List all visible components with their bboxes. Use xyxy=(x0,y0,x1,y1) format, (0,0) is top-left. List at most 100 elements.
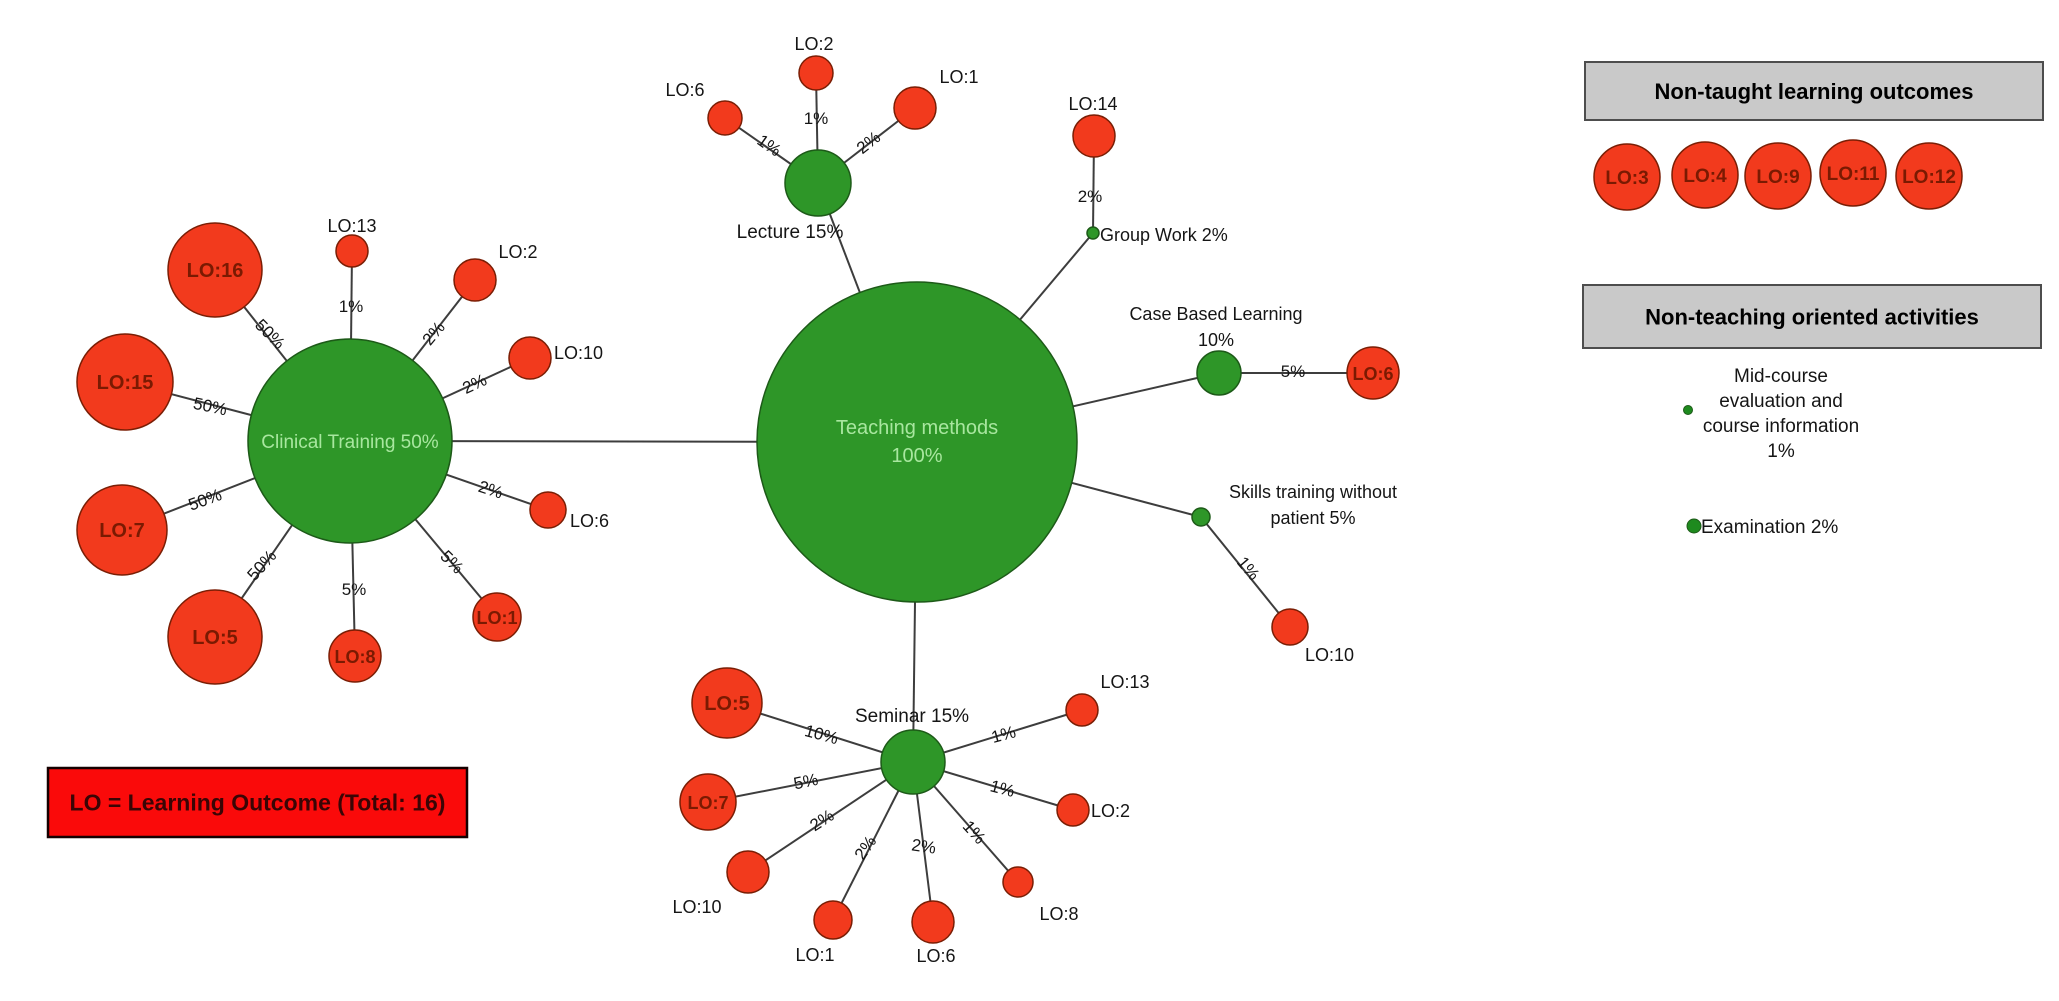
lo-label-seminar-lo6: LO:6 xyxy=(916,946,955,966)
legend-lo-circle-lo12 xyxy=(1895,142,1963,210)
lo-node-groupwork-lo14 xyxy=(1072,114,1116,158)
legend-activity-label-1: Examination 2% xyxy=(1701,517,1838,538)
hub-label-line: Lecture 15% xyxy=(737,222,844,243)
hub-node-seminar xyxy=(880,729,946,795)
lo-node-clinical-lo16 xyxy=(167,222,263,318)
lo-node-clinical-lo8 xyxy=(328,629,382,683)
legend-lo-label-lo3: LO:3 xyxy=(1605,168,1648,189)
key-box xyxy=(46,766,469,839)
key-box-label: LO = Learning Outcome (Total: 16) xyxy=(70,790,446,816)
lo-label-clinical-lo13: LO:13 xyxy=(327,216,376,236)
legend-activity-line: Mid-course xyxy=(1734,366,1828,387)
lo-label-clinical-lo6: LO:6 xyxy=(570,511,609,531)
hub-label-seminar: Seminar 15% xyxy=(855,706,969,727)
legend-activity-line: 1% xyxy=(1767,441,1795,462)
edge-percent-clinical-lo6: 2% xyxy=(476,477,505,503)
legend-lo-circle-lo4 xyxy=(1671,141,1739,209)
lo-label-seminar-lo5: LO:5 xyxy=(704,693,750,715)
hub-node-teaching xyxy=(756,281,1078,603)
lo-node-clinical-lo1 xyxy=(472,592,522,642)
lo-node-seminar-lo10 xyxy=(726,850,770,894)
hub-label-line: Case Based Learning xyxy=(1129,304,1302,324)
edge-percent-seminar-lo5: 10% xyxy=(803,721,841,748)
lo-node-lecture-lo6 xyxy=(707,100,743,136)
lo-label-clinical-lo8: LO:8 xyxy=(334,647,375,667)
lo-node-clinical-lo15 xyxy=(76,333,174,431)
lo-label-lecture-lo2: LO:2 xyxy=(794,34,833,54)
edge-percent-groupwork-lo14: 2% xyxy=(1078,187,1103,206)
lo-node-clinical-lo7 xyxy=(76,484,168,576)
lo-label-cbl-lo6: LO:6 xyxy=(1352,364,1393,384)
hub-node-clinical xyxy=(247,338,453,544)
lo-label-groupwork-lo14: LO:14 xyxy=(1068,94,1117,114)
lo-node-clinical-lo13 xyxy=(335,234,369,268)
hub-label-cbl: Case Based Learning 10% xyxy=(1129,304,1302,350)
hub-label-lecture: Lecture 15% xyxy=(737,222,844,243)
hub-label-line: Teaching methods xyxy=(836,417,998,439)
lo-node-lecture-lo1 xyxy=(893,86,937,130)
lo-label-clinical-lo2: LO:2 xyxy=(498,242,537,262)
edge-percent-seminar-lo7: 5% xyxy=(792,770,820,794)
edge-percent-lecture-lo2: 1% xyxy=(804,109,829,128)
edge-percent-cbl-lo6: 5% xyxy=(1281,362,1306,381)
lo-node-seminar-lo1 xyxy=(813,900,853,940)
legend-lo-circle-lo11 xyxy=(1819,139,1887,207)
legend-lo-label-lo11: LO:11 xyxy=(1827,164,1880,185)
lo-node-clinical-lo10 xyxy=(508,336,552,380)
lo-label-seminar-lo10: LO:10 xyxy=(672,897,721,917)
lo-label-clinical-lo10: LO:10 xyxy=(554,343,603,363)
edge-percent-skills-lo10: 1% xyxy=(1233,553,1263,584)
hub-node-groupwork xyxy=(1086,226,1100,240)
lo-label-seminar-lo13: LO:13 xyxy=(1100,672,1149,692)
edge-percent-seminar-lo2: 1% xyxy=(988,776,1017,801)
hub-node-skills xyxy=(1191,507,1211,527)
legend-activity-line: course information xyxy=(1703,416,1859,437)
hub-label-line: 10% xyxy=(1198,330,1234,350)
hub-label-line: 100% xyxy=(891,445,942,467)
lo-node-seminar-lo7 xyxy=(679,773,737,831)
hub-label-clinical: Clinical Training 50% xyxy=(261,432,439,453)
legend-activity-label-0: Mid-course evaluation and course informati… xyxy=(1703,366,1859,462)
edge-percent-seminar-lo13: 1% xyxy=(989,722,1018,747)
legend-box-non-taught xyxy=(1584,61,2044,121)
edge-skills-lo10 xyxy=(1200,516,1291,628)
lo-label-lecture-lo1: LO:1 xyxy=(939,67,978,87)
lo-label-clinical-lo7: LO:7 xyxy=(99,520,145,542)
legend-lo-circle-lo9 xyxy=(1744,142,1812,210)
edge-percent-clinical-lo5: 50% xyxy=(243,546,280,584)
lo-node-seminar-lo2 xyxy=(1056,793,1090,827)
lo-node-seminar-lo8 xyxy=(1002,866,1034,898)
lo-label-clinical-lo15: LO:15 xyxy=(97,372,154,394)
legend-title-non-teaching: Non-teaching oriented activities xyxy=(1645,305,1979,330)
lo-label-clinical-lo16: LO:16 xyxy=(187,260,244,282)
hub-label-line: Seminar 15% xyxy=(855,706,969,727)
legend-lo-label-lo4: LO:4 xyxy=(1683,166,1727,187)
legend-activity-dot-0 xyxy=(1683,405,1693,415)
hub-label-line: patient 5% xyxy=(1270,508,1355,528)
hub-label-line: Skills training without xyxy=(1229,482,1397,502)
lo-label-lecture-lo6: LO:6 xyxy=(665,80,704,100)
edge-percent-clinical-lo7: 50% xyxy=(186,485,224,514)
edge-seminar-lo10 xyxy=(747,761,914,873)
legend-lo-label-lo9: LO:9 xyxy=(1756,167,1799,188)
lo-label-seminar-lo8: LO:8 xyxy=(1039,904,1078,924)
lo-node-clinical-lo5 xyxy=(167,589,263,685)
lo-node-clinical-lo2 xyxy=(453,258,497,302)
legend-lo-label-lo12: LO:12 xyxy=(1902,167,1956,188)
lo-label-seminar-lo1: LO:1 xyxy=(795,945,834,965)
lo-node-seminar-lo6 xyxy=(911,900,955,944)
hub-label-teaching: Teaching methods 100% xyxy=(836,417,998,467)
edge-percent-clinical-lo13: 1% xyxy=(339,297,364,316)
legend-activity-line: Examination 2% xyxy=(1701,517,1838,538)
hub-label-skills: Skills training without patient 5% xyxy=(1229,482,1397,528)
hub-label-line: Group Work 2% xyxy=(1100,225,1228,245)
lo-node-lecture-lo2 xyxy=(798,55,834,91)
edge-percent-clinical-lo16: 50% xyxy=(251,315,288,352)
lo-label-seminar-lo7: LO:7 xyxy=(687,793,728,813)
edge-percent-clinical-lo15: 50% xyxy=(192,394,229,420)
lo-node-clinical-lo6 xyxy=(529,491,567,529)
lo-node-seminar-lo5 xyxy=(691,667,763,739)
edge-percent-clinical-lo10: 2% xyxy=(460,370,490,398)
legend-activity-line: evaluation and xyxy=(1719,391,1843,412)
